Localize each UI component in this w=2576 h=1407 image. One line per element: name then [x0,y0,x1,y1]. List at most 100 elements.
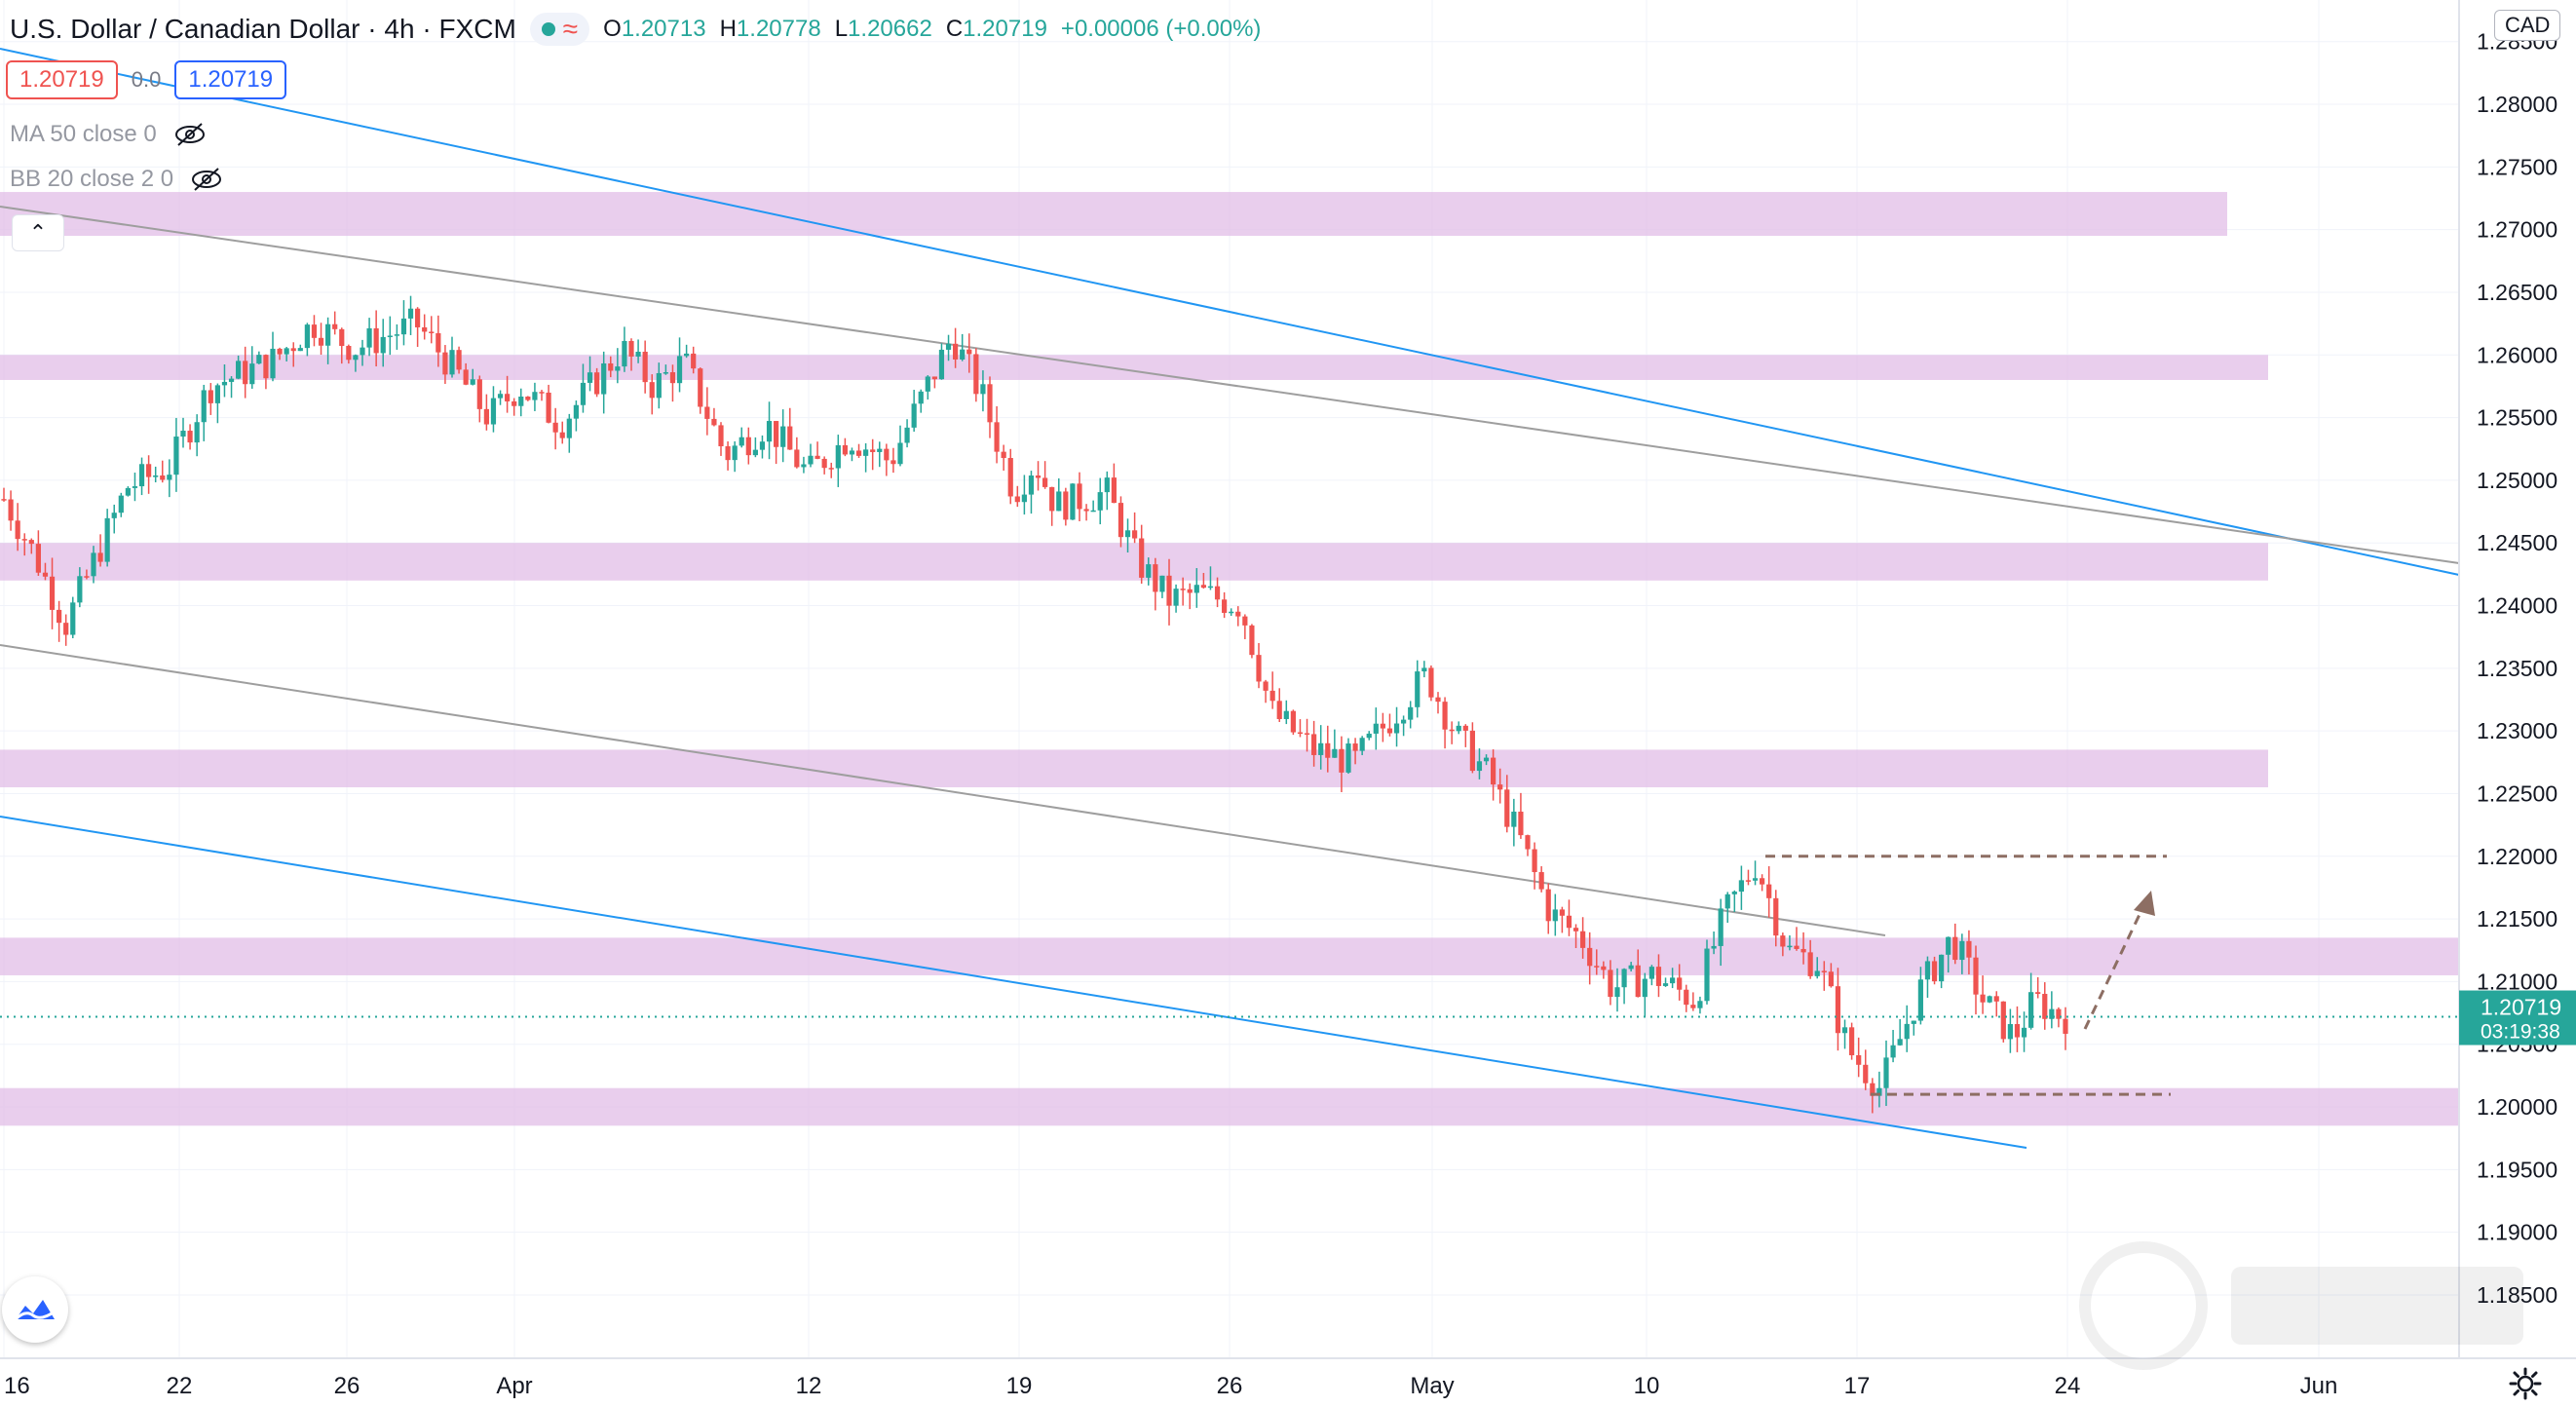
candle-body [1491,757,1496,785]
candle-body [1601,966,1607,970]
bb-indicator-legend[interactable]: BB 20 close 2 0 [10,166,224,193]
candle-body [980,384,986,395]
candle-body [925,376,930,392]
y-tick-label: 1.27000 [2477,217,2557,243]
candle-body [1738,880,1744,893]
candle-body [1393,723,1400,734]
high-value: H1.20778 [719,16,821,42]
candle-body [1608,970,1613,998]
hidden-eye-icon[interactable] [189,167,224,192]
buy-price-button[interactable]: 1.20719 [174,60,287,99]
candle-body [1670,977,1676,984]
symbol-title[interactable]: U.S. Dollar / Canadian Dollar · 4h · FXC… [10,14,516,44]
candle-body [801,464,807,468]
candle-body [1200,585,1206,589]
candle-body [400,318,407,335]
ma-indicator-legend[interactable]: MA 50 close 0 [10,121,208,148]
y-tick-label: 1.26500 [2477,280,2557,305]
x-tick-label: 26 [1217,1373,1243,1399]
candle-body [752,449,758,456]
candle-body [1056,491,1062,512]
hidden-eye-icon[interactable] [172,122,208,147]
candle-body [608,362,614,371]
candle-body [2042,994,2048,1019]
candle-body [1760,878,1765,885]
candle-body [380,336,386,354]
candle-body [1007,458,1013,497]
settings-gear-icon[interactable] [2508,1366,2543,1401]
candle-body [173,437,179,475]
candle-body [1269,690,1275,702]
candle-body [456,350,462,370]
candle-body [325,323,331,346]
candle-body [573,404,579,419]
candle-body [1821,970,1827,972]
candle-body [353,355,359,361]
candle-body [138,464,145,487]
candle-body [1421,667,1427,672]
symbol-name: U.S. Dollar / Canadian Dollar [10,14,360,44]
price-axis[interactable]: 1.185001.190001.195001.200001.205001.210… [2458,0,2576,1407]
candle-body [739,437,744,446]
candle-body [1870,1083,1875,1096]
tradingview-logo-button[interactable] [2,1276,68,1343]
candle-body [332,323,338,329]
candle-body [794,449,800,468]
spread-value: 0.0 [131,67,162,92]
candle-body [1318,742,1324,755]
candle-body [1235,611,1241,617]
candle-body [1559,909,1565,916]
candle-body [470,379,475,385]
candle-body [1035,475,1042,478]
candle-body [1132,530,1138,539]
candle-body [897,442,903,465]
candle-body [1863,1064,1869,1084]
y-tick-label: 1.21000 [2477,969,2557,994]
zone-4 [0,937,2459,975]
candle-body [559,432,565,438]
candle-body [201,390,207,423]
market-status[interactable]: ≈ [529,13,590,46]
candle-body [1662,983,1669,986]
candle-body [511,400,517,406]
candle-body [1077,483,1082,510]
candle-body [277,348,283,355]
candle-body [1614,987,1620,998]
y-tick-label: 1.22500 [2477,780,2557,806]
candle-body [911,403,917,428]
candle-body [249,363,255,385]
candle-body [1042,477,1048,487]
exchange-label: FXCM [438,14,516,44]
candle-body [2021,1027,2027,1038]
candle-body [1097,492,1103,511]
candle-body [8,499,14,521]
symbol-legend: U.S. Dollar / Canadian Dollar · 4h · FXC… [10,8,1261,51]
time-axis[interactable]: 16 22 26 Apr 12 19 26 May 10 17 24 Jun [0,1357,2576,1407]
candle-body [1704,948,1710,1002]
candle-body [311,324,318,338]
candle-body [814,455,820,459]
candle-body [1731,892,1737,894]
candle-body [1800,948,1806,953]
watermark [2079,1241,2523,1370]
candle-body [1807,952,1813,976]
candle-body [945,343,952,350]
candle-body [1001,451,1006,459]
candle-body [1525,835,1531,850]
candle-body [449,350,455,375]
collapse-legend-button[interactable]: ⌃ [12,214,64,251]
x-tick-label: 19 [1006,1373,1033,1399]
candles [1,295,2068,1114]
y-tick-label: 1.25500 [2477,405,2557,431]
ohlc-values: O1.20713 H1.20778 L1.20662 C1.20719 +0.0… [603,16,1261,43]
candle-body [366,327,372,348]
sell-price-button[interactable]: 1.20719 [6,60,118,99]
candle-body [855,450,862,456]
currency-label[interactable]: CAD [2494,10,2561,41]
bb-indicator-label: BB 20 close 2 0 [10,166,174,192]
candle-body [766,421,773,442]
candle-body [1924,961,1931,980]
ma-indicator-label: MA 50 close 0 [10,121,157,147]
zone-2 [0,543,2268,581]
